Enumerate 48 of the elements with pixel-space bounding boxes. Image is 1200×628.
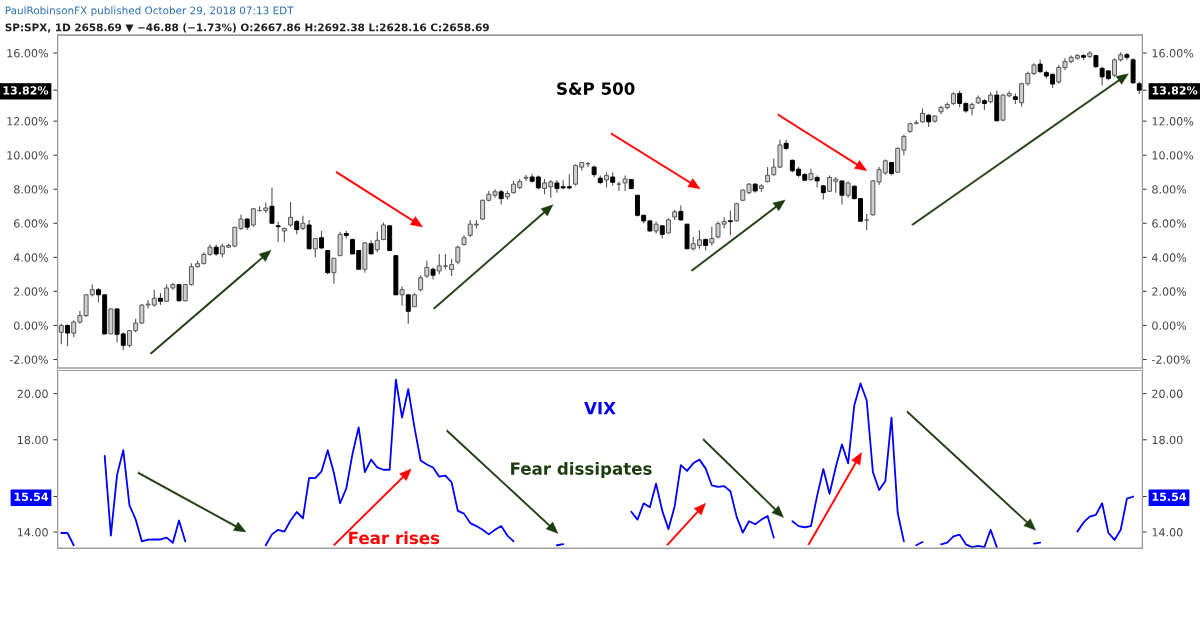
annotation: Fear rises — [349, 531, 440, 545]
y2-tick-label: 15.54 — [1152, 492, 1187, 501]
y-tick-label: 15.54 — [14, 492, 49, 501]
y2-tick-label: 0.00% — [1152, 321, 1187, 330]
y2-tick-label: 2.00% — [1152, 287, 1187, 296]
y2-tick-label: 8.00% — [1152, 185, 1187, 194]
y-tick-label: 8.00% — [14, 185, 48, 194]
y2-tick-label: 12.00% — [1152, 117, 1194, 126]
y2-tick-label: 6.00% — [1152, 219, 1187, 228]
y2-tick-label: 14.00 — [1152, 528, 1183, 537]
text: PaulRobinsonFX published October 29, 2018 07:13 EDT — [5, 6, 294, 17]
candlestick — [969, 101, 975, 116]
y2-tick-label: 4.00% — [1151, 253, 1187, 262]
y-tick-label: 14.00 — [17, 528, 48, 537]
candlestick — [455, 244, 461, 265]
text: S&P 500 — [557, 82, 635, 95]
y-tick-label: 12.00% — [7, 117, 48, 126]
y2-tick-label: 16.00% — [1152, 49, 1194, 58]
candlestick — [1130, 57, 1136, 85]
text: VIX — [584, 402, 616, 415]
annotation: Fear dissipates — [511, 461, 652, 479]
y-tick-label: 20.00 — [17, 389, 48, 398]
y-tick-label: 13.82% — [3, 86, 49, 95]
y2-tick-label: -2.00% — [1151, 355, 1191, 364]
candlestick — [331, 257, 337, 285]
y2-tick-label: 18.00 — [1152, 435, 1183, 445]
candlestick — [275, 221, 281, 243]
y2-tick-label: 20.00 — [1152, 389, 1183, 398]
candlestick — [312, 238, 318, 258]
candlestick — [288, 201, 294, 228]
candlestick — [709, 226, 715, 246]
y-tick-label: 0.00% — [14, 321, 48, 330]
y-tick-label: 2.00% — [14, 287, 48, 296]
candlestick — [58, 323, 64, 345]
candlestick — [300, 215, 306, 231]
candlestick — [374, 231, 380, 253]
y-tick-label: 10.00% — [7, 151, 48, 160]
y-tick-label: 18.00 — [17, 435, 48, 445]
y-tick-label: -2.00% — [9, 355, 48, 364]
y-tick-label: 6.00% — [14, 219, 48, 228]
candlestick — [337, 231, 343, 257]
y-tick-label: 4.00% — [13, 253, 48, 262]
y2-tick-label: 13.82% — [1152, 86, 1198, 95]
candlestick — [399, 285, 405, 307]
text: SP:SPX, 1D 2658.69 ▼ −46.88 (−1.73%) O:2667.86 H:2692.38 L:2628.16 C:2658.69 — [5, 23, 489, 33]
y-tick-label: 16.00% — [7, 49, 48, 58]
candlestick — [523, 174, 529, 182]
y2-tick-label: 10.00% — [1152, 151, 1194, 160]
